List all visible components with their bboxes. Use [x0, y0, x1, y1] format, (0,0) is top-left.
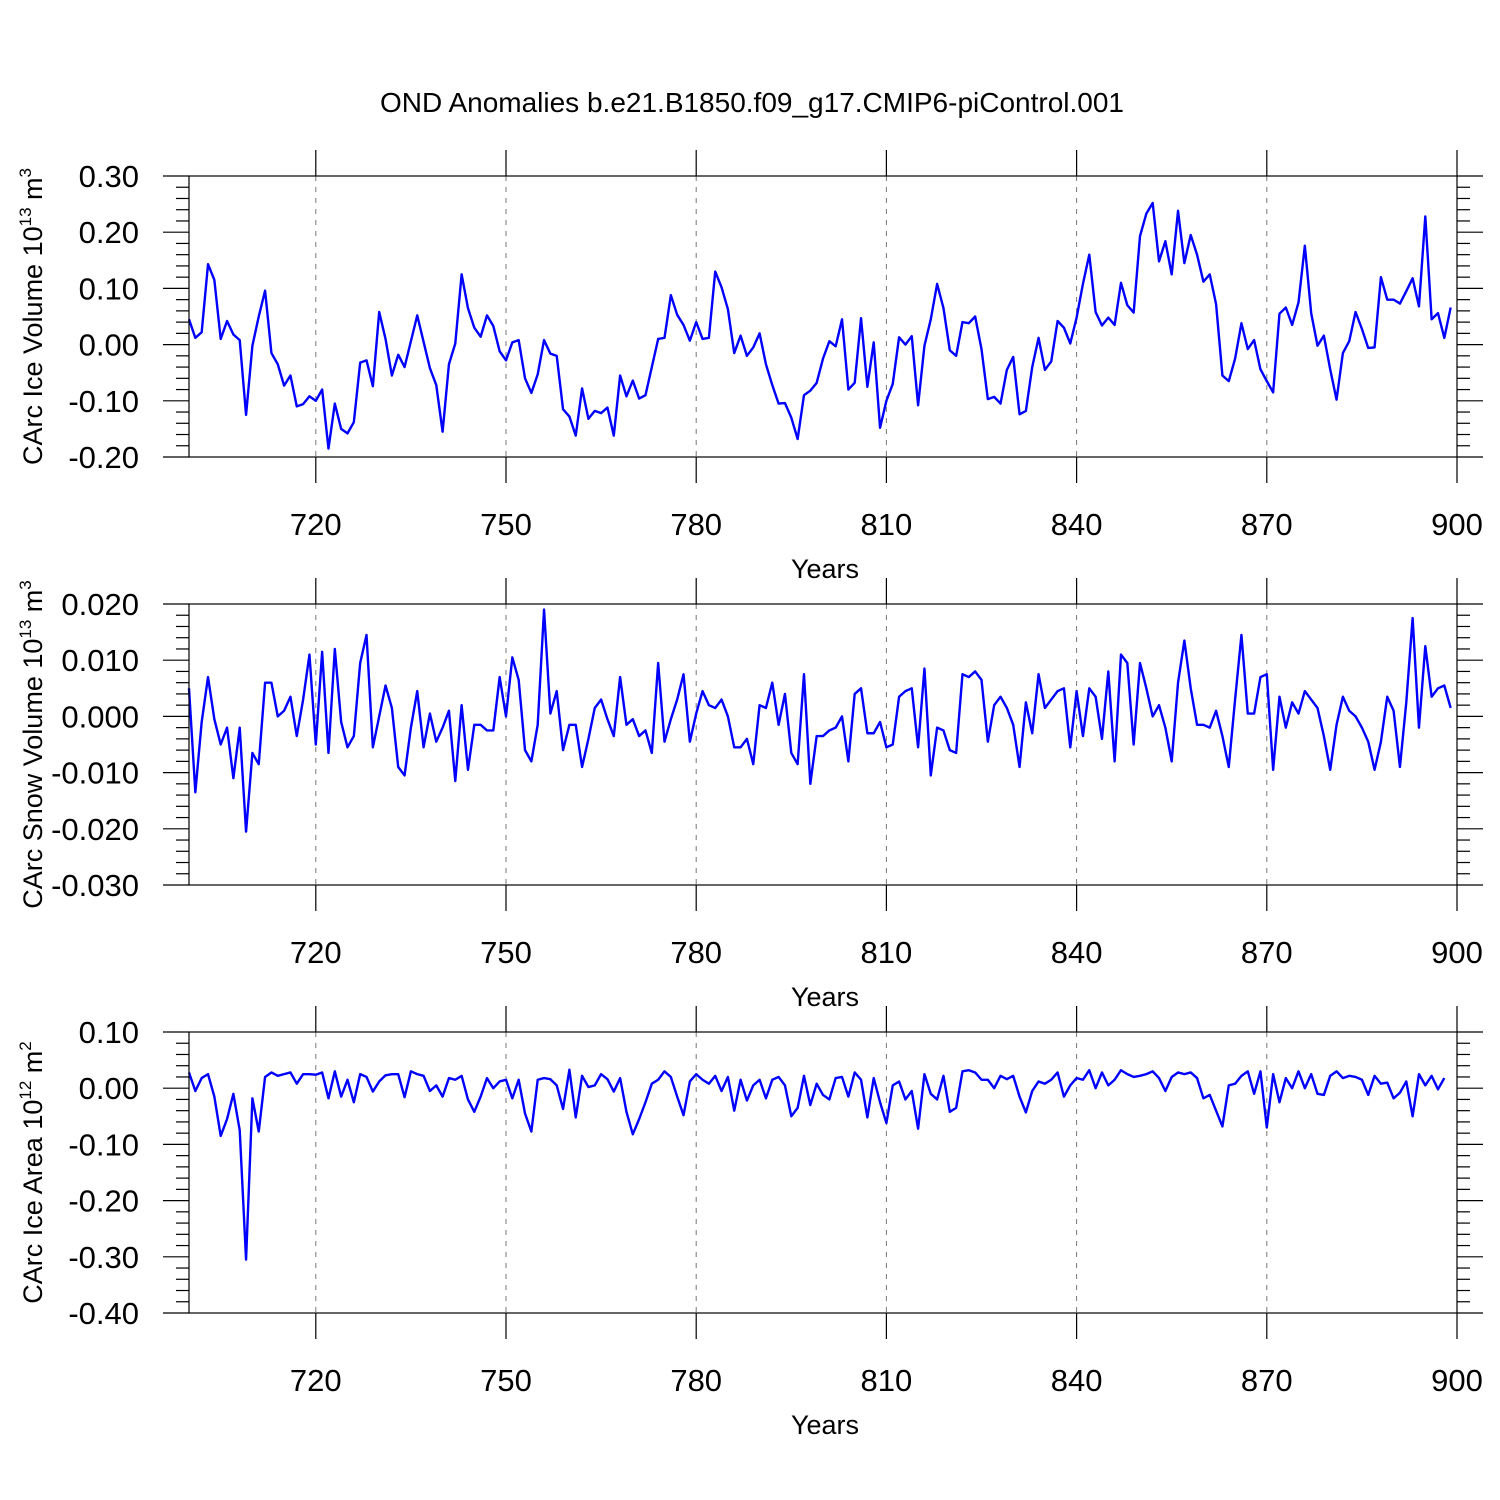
ice-volume-ytick-label: -0.20 — [68, 440, 139, 475]
snow-volume-ylabel-main: CArc Snow Volume 10 — [18, 639, 48, 909]
ice-volume-ytick-label: 0.20 — [79, 215, 139, 250]
ice-volume-plot-frame — [188, 175, 1458, 458]
ice-area-xtick-label: 840 — [1051, 1363, 1103, 1398]
snow-volume-ytick-label: 0.000 — [61, 699, 139, 734]
ice-area-ytick-label: 0.00 — [79, 1071, 139, 1106]
ice-volume-ytick-label: -0.10 — [68, 384, 139, 419]
snow-volume-ylabel-exponent: 13 — [16, 620, 35, 639]
ice-volume-ytick-label: 0.00 — [79, 328, 139, 363]
ice-area-xtick-label: 870 — [1241, 1363, 1293, 1398]
ice-volume-x-axis-label: Years — [791, 554, 859, 584]
snow-volume-ytick-label: -0.030 — [51, 868, 139, 903]
ice-area-line — [187, 1068, 1446, 1261]
snow-volume-xtick-label: 870 — [1241, 935, 1293, 970]
ice-area-x-axis-label: Years — [791, 1410, 859, 1440]
ice-area-y-axis-label: CArc Ice Area 1012 m2 — [16, 1041, 48, 1304]
ice-area-ylabel-unit-exponent: 2 — [16, 1041, 35, 1050]
ice-area-xtick-label: 810 — [861, 1363, 913, 1398]
ice-area-ytick-label: 0.10 — [79, 1015, 139, 1050]
ice-area-ytick-label: -0.20 — [68, 1184, 139, 1219]
ice-volume-y-axis-label: CArc Ice Volume 1013 m3 — [16, 168, 48, 465]
snow-volume-ylabel-unit-exponent: 3 — [16, 580, 35, 589]
ice-area-ylabel-exponent: 12 — [16, 1081, 35, 1100]
snow-volume-ytick-label: 0.010 — [61, 643, 139, 678]
ice-volume-ytick-label: 0.10 — [79, 271, 139, 306]
ice-volume-xtick-label: 900 — [1431, 507, 1483, 542]
snow-volume-ytick-label: -0.010 — [51, 756, 139, 791]
snow-volume-ylabel-unit: m — [18, 590, 48, 620]
snow-volume-xtick-label: 750 — [480, 935, 532, 970]
ice-volume-xtick-label: 870 — [1241, 507, 1293, 542]
snow-volume-panel: -0.030 -0.020 -0.010 0.000 0.010 0.020 720 750 7… — [16, 578, 1483, 1012]
ice-area-xtick-label: 780 — [670, 1363, 722, 1398]
ice-area-ylabel-main: CArc Ice Area 10 — [18, 1100, 48, 1304]
snow-volume-line — [187, 608, 1452, 833]
snow-volume-y-axis-label: CArc Snow Volume 1013 m3 — [16, 580, 48, 909]
ice-area-ytick-label: -0.40 — [68, 1296, 139, 1331]
snow-volume-x-axis-label: Years — [791, 982, 859, 1012]
snow-volume-ytick-label: 0.020 — [61, 587, 139, 622]
ice-area-xtick-label: 720 — [290, 1363, 342, 1398]
snow-volume-xtick-label: 840 — [1051, 935, 1103, 970]
snow-volume-xtick-label: 720 — [290, 935, 342, 970]
ice-volume-ylabel-unit-exponent: 3 — [16, 168, 35, 177]
ice-volume-ylabel-exponent: 13 — [16, 207, 35, 226]
ice-area-xtick-label: 750 — [480, 1363, 532, 1398]
ice-volume-xtick-label: 840 — [1051, 507, 1103, 542]
ice-area-ytick-label: -0.10 — [68, 1127, 139, 1162]
ice-volume-xtick-label: 780 — [670, 507, 722, 542]
ice-volume-line — [187, 201, 1452, 450]
ice-volume-xtick-label: 720 — [290, 507, 342, 542]
snow-volume-xtick-label: 780 — [670, 935, 722, 970]
ice-volume-ytick-label: 0.30 — [79, 159, 139, 194]
ice-volume-ylabel-main: CArc Ice Volume 10 — [18, 226, 48, 465]
ice-area-plot-frame — [188, 1031, 1458, 1314]
snow-volume-xtick-label: 900 — [1431, 935, 1483, 970]
ice-area-xtick-label: 900 — [1431, 1363, 1483, 1398]
snow-volume-ytick-label: -0.020 — [51, 812, 139, 847]
ice-volume-xtick-label: 810 — [861, 507, 913, 542]
ice-area-panel: -0.40 -0.30 -0.20 -0.10 0.00 0.10 720 750 780 810… — [16, 1006, 1483, 1440]
ice-area-ylabel-unit: m — [18, 1051, 48, 1081]
ice-volume-panel: -0.20 -0.10 0.00 0.10 0.20 0.30 720 750 780 810 84… — [16, 150, 1483, 584]
snow-volume-plot-frame — [188, 603, 1458, 886]
figure-title: OND Anomalies b.e21.B1850.f09_g17.CMIP6-… — [380, 87, 1124, 118]
snow-volume-xtick-label: 810 — [861, 935, 913, 970]
ice-volume-xtick-label: 750 — [480, 507, 532, 542]
ice-volume-ylabel-unit: m — [18, 177, 48, 207]
ice-area-ytick-label: -0.30 — [68, 1240, 139, 1275]
